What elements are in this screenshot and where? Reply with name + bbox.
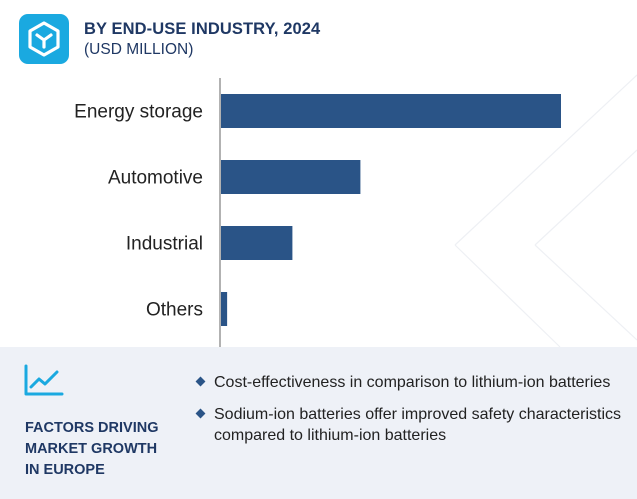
bar-others <box>221 292 228 326</box>
diamond-bullet-icon <box>195 408 206 419</box>
factor-item: Sodium-ion batteries offer improved safe… <box>195 404 626 446</box>
category-label: Energy storage <box>74 102 203 123</box>
trend-line-icon <box>24 364 64 396</box>
factors-panel <box>0 347 637 499</box>
bar-industrial <box>221 226 293 260</box>
chart-title: BY END-USE INDUSTRY, 2024 <box>84 20 321 38</box>
factor-text: Sodium-ion batteries offer improved safe… <box>214 406 621 444</box>
bar-chart: Energy storage Automotive Industrial Others <box>74 78 561 347</box>
factors-heading-line: IN EUROPE <box>25 462 105 478</box>
factors-heading-line: FACTORS DRIVING <box>25 420 159 436</box>
factor-text: Cost-effectiveness in comparison to lith… <box>214 374 611 391</box>
bar-energy-storage <box>221 94 561 128</box>
brand-logo-icon <box>19 14 69 64</box>
factors-list: Cost-effectiveness in comparison to lith… <box>195 372 626 457</box>
bar-automotive <box>221 160 361 194</box>
factors-heading: FACTORS DRIVING MARKET GROWTH IN EUROPE <box>25 418 195 481</box>
chart-subtitle: (USD MILLION) <box>84 41 194 58</box>
category-label: Automotive <box>108 168 203 189</box>
factor-item: Cost-effectiveness in comparison to lith… <box>195 372 626 393</box>
category-label: Others <box>146 300 203 321</box>
category-label: Industrial <box>126 234 203 255</box>
factors-heading-line: MARKET GROWTH <box>25 441 158 457</box>
diamond-bullet-icon <box>195 376 206 387</box>
